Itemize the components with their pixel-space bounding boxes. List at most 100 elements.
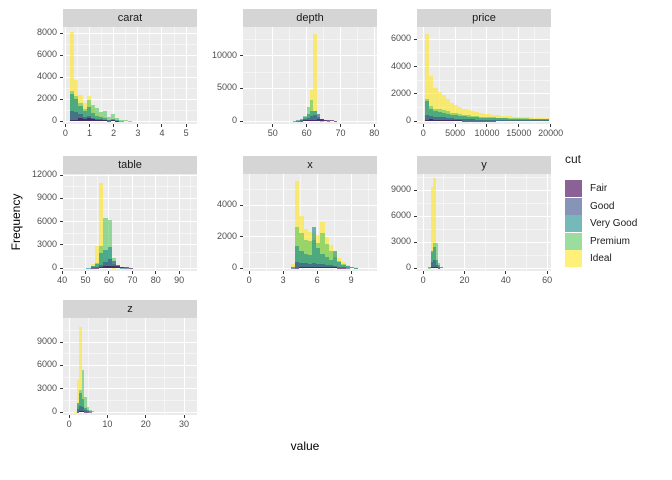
histogram-bar-very_good — [496, 118, 500, 121]
x-tick-label: 70 — [127, 275, 138, 285]
x-tick-mark — [339, 124, 341, 127]
histogram-bar-good — [299, 262, 304, 268]
plot-area — [417, 27, 551, 124]
facet-strip: y — [417, 156, 551, 174]
gridline — [63, 364, 197, 366]
gridline — [417, 93, 551, 95]
histogram-bar-very_good — [91, 266, 95, 268]
gridline — [145, 318, 147, 415]
gridline — [417, 52, 551, 54]
histogram-bar-good — [77, 409, 79, 412]
histogram-bar-good — [442, 117, 446, 121]
histogram-bar-premium — [119, 119, 124, 121]
histogram-bar-fair — [91, 119, 95, 121]
y-tick-label: 6000 — [390, 210, 411, 221]
facet-panel-table: table 40 50 60 70 80 90 0 3000 6000 9000 12000 — [32, 156, 197, 285]
gridline — [350, 174, 352, 271]
histogram-bar-premium — [99, 112, 103, 121]
histogram-bar-fair — [95, 119, 99, 121]
y-tick-label: 9000 — [390, 184, 411, 195]
gridline — [173, 27, 175, 124]
histogram-bar-good — [431, 262, 433, 268]
gridline — [63, 197, 197, 199]
x-tick-label: 1 — [87, 128, 93, 138]
histogram-bar-very_good — [111, 118, 115, 121]
facet-label: y — [481, 159, 487, 171]
histogram-bar-fair — [446, 120, 450, 121]
gridline — [131, 174, 133, 271]
histogram-bar-ideal — [433, 177, 436, 268]
histogram-bar-good — [500, 119, 504, 121]
gridline — [63, 120, 197, 122]
histogram-bar-very_good — [77, 402, 79, 412]
gridline — [534, 27, 536, 124]
histogram-bar-good — [310, 116, 313, 121]
histogram-bar-ideal — [428, 266, 431, 268]
histogram-bar-good — [108, 258, 112, 268]
legend-swatch-very_good — [565, 215, 582, 232]
histogram-bar-fair — [433, 266, 436, 268]
histogram-bar-ideal — [433, 88, 438, 121]
histogram-bar-premium — [107, 117, 111, 121]
gridline — [155, 174, 157, 271]
histogram-bar-good — [295, 262, 299, 268]
histogram-bar-very_good — [329, 260, 333, 268]
gridline — [106, 318, 108, 415]
gridline — [454, 27, 456, 124]
histogram-bar-fair — [111, 120, 115, 121]
gridline — [63, 329, 197, 331]
histogram-bar-very_good — [429, 108, 433, 121]
histogram-bar-very_good — [300, 119, 303, 121]
histogram-bar-very_good — [491, 118, 496, 121]
x-tick-label: 3 — [280, 275, 286, 285]
x-tick-mark — [422, 124, 424, 127]
histogram-bar-good — [496, 119, 500, 121]
gridline — [505, 174, 507, 271]
gridline — [63, 353, 197, 355]
gridline — [63, 376, 197, 378]
histogram-bar-fair — [99, 267, 103, 268]
histogram-bar-fair — [310, 119, 313, 121]
y-tick-label: 0 — [51, 115, 57, 125]
histogram-bar-good — [79, 406, 82, 412]
gridline — [422, 27, 424, 124]
gridline — [306, 27, 308, 124]
gridline — [470, 27, 472, 124]
x-tick-mark — [68, 415, 70, 418]
gridline — [486, 27, 488, 124]
histogram-bar-good — [300, 120, 303, 121]
histogram-bar-ideal — [313, 34, 317, 121]
gridline — [126, 318, 128, 415]
histogram-bar-fair — [99, 120, 103, 121]
y-tick-label: 3000 — [36, 382, 57, 393]
x-tick-label: 0 — [66, 419, 72, 429]
histogram-bar-good — [450, 118, 454, 121]
histogram-bar-very_good — [541, 119, 545, 121]
x-tick-label: 5000 — [445, 128, 466, 138]
gridline — [137, 27, 139, 124]
gridline — [525, 174, 527, 271]
histogram-bar-good — [308, 263, 312, 268]
gridline — [417, 120, 551, 122]
gridline — [87, 318, 89, 415]
histogram-bar-ideal — [70, 31, 74, 121]
y-tick-label: 2000 — [36, 93, 57, 103]
facet-panel-depth: depth 50 60 70 80 0 5000 10000 — [212, 9, 379, 138]
gridline — [417, 215, 551, 217]
gridline — [243, 188, 377, 190]
histogram-bar-very_good — [446, 113, 450, 121]
gridline — [76, 27, 78, 124]
y-tick-label: 9000 — [36, 336, 57, 347]
legend-entries: Fair Good Very Good Premium Ideal — [563, 180, 637, 267]
histogram-bar-very_good — [450, 114, 454, 121]
gridline — [443, 174, 445, 271]
histogram-bar-fair — [82, 411, 84, 412]
y-tick-label: 0 — [51, 406, 57, 416]
histogram-bar-very_good — [529, 118, 533, 121]
histogram-bar-fair — [313, 119, 317, 121]
gridline — [243, 120, 377, 122]
x-tick-label: 50 — [267, 128, 278, 138]
y-tick-label: 2000 — [390, 87, 411, 98]
gridline — [417, 79, 551, 81]
